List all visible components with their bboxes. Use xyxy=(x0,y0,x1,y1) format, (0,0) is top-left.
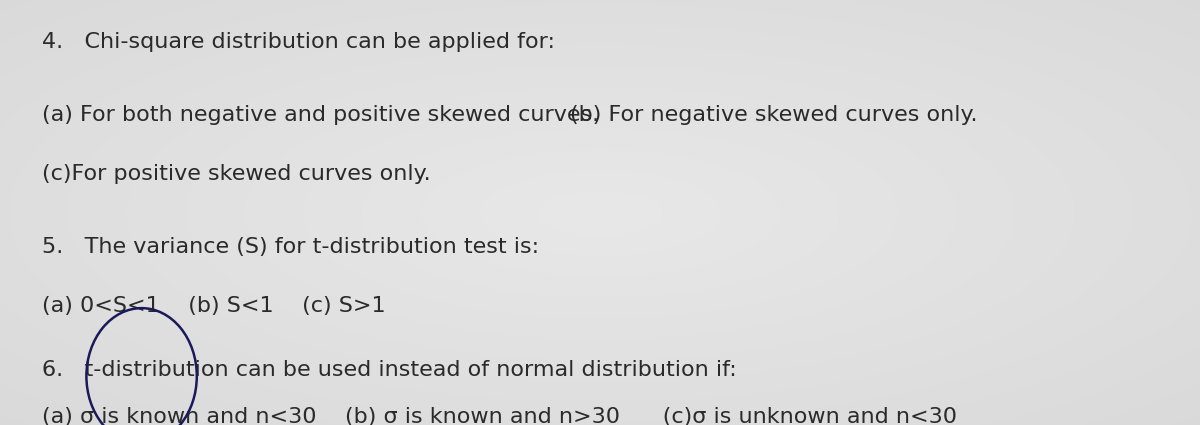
Text: (b) For negative skewed curves only.: (b) For negative skewed curves only. xyxy=(570,105,978,125)
Text: (c)For positive skewed curves only.: (c)For positive skewed curves only. xyxy=(42,164,431,184)
Text: 4.   Chi-square distribution can be applied for:: 4. Chi-square distribution can be applie… xyxy=(42,32,554,53)
Text: (a) σ is known and n<30    (b) σ is known and n>30      (c)σ is unknown and n<30: (a) σ is known and n<30 (b) σ is known a… xyxy=(42,406,958,425)
Text: 6.   t-distribution can be used instead of normal distribution if:: 6. t-distribution can be used instead of… xyxy=(42,360,737,380)
Text: 5.   The variance (S) for t-distribution test is:: 5. The variance (S) for t-distribution t… xyxy=(42,236,539,257)
Text: (a) For both negative and positive skewed curves.: (a) For both negative and positive skewe… xyxy=(42,105,599,125)
Text: (a) 0<S<1    (b) S<1    (c) S>1: (a) 0<S<1 (b) S<1 (c) S>1 xyxy=(42,296,385,316)
